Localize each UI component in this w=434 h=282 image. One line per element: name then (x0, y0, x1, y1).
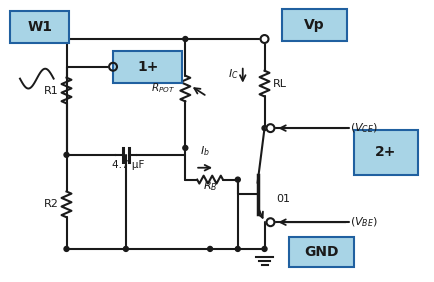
Text: Vp: Vp (303, 18, 324, 32)
FancyBboxPatch shape (353, 130, 417, 175)
Circle shape (207, 246, 212, 251)
Text: $(V_{CE})$: $(V_{CE})$ (349, 121, 377, 135)
Circle shape (182, 37, 187, 41)
Text: $R_{POT}$: $R_{POT}$ (151, 81, 175, 95)
Text: 2+: 2+ (374, 146, 396, 159)
Circle shape (266, 218, 274, 226)
Circle shape (260, 35, 268, 43)
FancyBboxPatch shape (282, 9, 346, 41)
Circle shape (235, 177, 240, 182)
Circle shape (123, 246, 128, 251)
Text: 4.7 μF: 4.7 μF (112, 160, 144, 170)
Circle shape (64, 246, 69, 251)
Text: 1+: 1+ (137, 60, 158, 74)
FancyBboxPatch shape (113, 51, 182, 83)
Text: R2: R2 (43, 199, 59, 209)
Circle shape (64, 152, 69, 157)
Text: R1: R1 (44, 85, 59, 96)
Text: 01: 01 (276, 194, 290, 204)
FancyBboxPatch shape (10, 11, 69, 43)
Circle shape (235, 246, 240, 251)
FancyBboxPatch shape (289, 237, 353, 267)
Text: $(V_{BE})$: $(V_{BE})$ (349, 215, 377, 229)
Circle shape (261, 126, 266, 131)
Text: $I_b$: $I_b$ (200, 144, 210, 158)
Circle shape (261, 246, 266, 251)
Circle shape (261, 37, 266, 41)
Circle shape (182, 146, 187, 150)
Text: W1: W1 (27, 20, 52, 34)
Text: $I_C$: $I_C$ (227, 67, 238, 81)
Circle shape (109, 63, 117, 71)
Circle shape (266, 124, 274, 132)
Text: $R_B$: $R_B$ (202, 180, 217, 193)
Text: RL: RL (272, 79, 286, 89)
Text: GND: GND (303, 245, 338, 259)
